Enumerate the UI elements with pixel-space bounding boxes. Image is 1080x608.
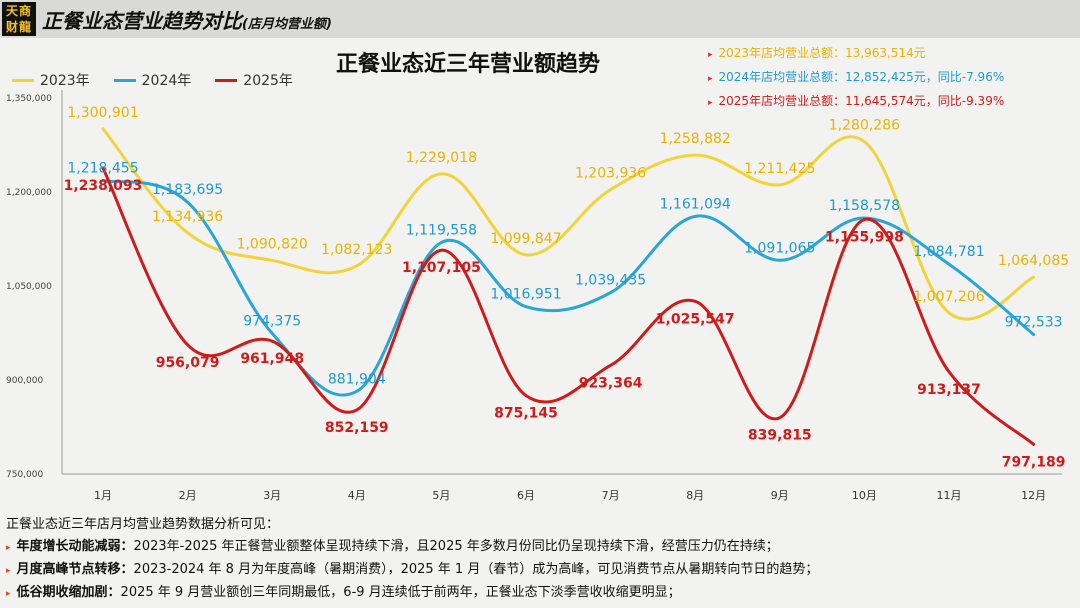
bullet-icon: ▸	[708, 98, 713, 108]
data-label-2024: 1,084,781	[913, 244, 984, 260]
data-label-2025: 1,155,998	[825, 230, 904, 246]
annual-totals: ▸ 2023年店均营业总额：13,963,514元 ▸ 2024年店均营业总额：12…	[708, 42, 1004, 114]
data-label-2023: 1,082,123	[321, 242, 392, 258]
data-label-2024: 1,218,455	[67, 160, 138, 176]
data-label-2024: 1,161,094	[660, 196, 731, 212]
data-label-2023: 1,300,901	[67, 105, 138, 121]
legend-item-2025: 2025年	[215, 70, 293, 90]
data-label-2023: 1,280,286	[829, 118, 900, 134]
bullet-icon: ▸	[708, 74, 713, 84]
data-label-2023: 1,134,936	[152, 209, 223, 225]
x-tick-label: 8月	[686, 489, 704, 502]
y-tick-label: 900,000	[6, 376, 43, 386]
legend-swatch-2025	[215, 78, 238, 82]
x-tick-label: 10月	[852, 489, 877, 502]
data-label-2025: 956,079	[156, 355, 220, 371]
data-label-2024: 1,119,558	[406, 222, 477, 238]
x-tick-label: 7月	[602, 489, 620, 502]
analysis-intro: 正餐业态近三年店月均营业趋势数据分析可见：	[6, 517, 280, 532]
data-label-2024: 974,375	[243, 313, 301, 329]
data-label-2025: 913,137	[917, 382, 981, 398]
y-tick-label: 1,350,000	[6, 94, 52, 104]
data-label-2024: 881,904	[328, 371, 386, 387]
data-label-2023: 1,099,847	[490, 231, 561, 247]
legend-label-2023: 2023年	[40, 73, 90, 89]
data-label-2023: 1,007,206	[913, 289, 984, 305]
page-title: 正餐业态营业趋势对比(店月均营业额)	[42, 9, 332, 33]
legend-label-2025: 2025年	[243, 73, 293, 89]
page-subtitle: (店月均营业额)	[242, 17, 332, 32]
data-label-2025: 1,238,093	[64, 178, 143, 194]
x-tick-label: 6月	[517, 489, 535, 502]
legend-label-2024: 2024年	[141, 73, 192, 89]
total-2023: ▸ 2023年店均营业总额：13,963,514元	[708, 46, 926, 60]
legend-item-2023: 2023年	[12, 70, 90, 90]
data-label-2025: 961,948	[240, 351, 304, 367]
x-tick-label: 5月	[432, 489, 450, 502]
header-bar: 天商 财龍 正餐业态营业趋势对比(店月均营业额)	[0, 0, 1080, 38]
x-tick-label: 4月	[348, 489, 366, 502]
bullet-icon: ▸	[6, 589, 11, 599]
y-tick-label: 1,200,000	[6, 188, 52, 198]
x-tick-label: 11月	[937, 489, 962, 502]
x-tick-label: 12月	[1021, 489, 1046, 502]
analysis-point-1: ▸ 年度增长动能减弱：2023年-2025 年正餐营业额整体呈现持续下滑，且202…	[6, 539, 779, 554]
legend-swatch-2023	[12, 78, 34, 82]
data-label-2023: 1,229,018	[406, 150, 477, 166]
data-label-2025: 875,145	[494, 406, 558, 422]
x-tick-label: 2月	[179, 489, 197, 502]
data-label-2024: 1,158,578	[829, 198, 900, 214]
data-label-2025: 839,815	[748, 428, 812, 444]
bullet-icon: ▸	[6, 543, 11, 553]
line-chart: 750,000 900,000 1,050,000 1,200,000 1,350,00…	[6, 90, 1069, 502]
data-label-2023: 1,211,425	[744, 161, 815, 177]
legend-swatch-2024	[113, 78, 136, 82]
data-label-2025: 923,364	[579, 375, 643, 391]
x-tick-label: 1月	[94, 489, 112, 502]
data-label-2024: 1,183,695	[152, 182, 223, 198]
data-label-2023: 1,203,936	[575, 166, 646, 182]
data-label-2024: 1,039,435	[575, 273, 646, 289]
bullet-icon: ▸	[6, 566, 11, 576]
analysis-notes: 正餐业态近三年店月均营业趋势数据分析可见： ▸ 年度增长动能减弱：2023年-20…	[6, 514, 1074, 605]
x-tick-label: 3月	[263, 489, 281, 502]
data-label-2024: 972,533	[1005, 315, 1063, 331]
brand-logo: 天商 财龍	[2, 2, 36, 36]
data-label-2025: 1,107,105	[402, 260, 481, 276]
chart-title: 正餐业态近三年营业额趋势	[336, 52, 601, 77]
x-tick-label: 9月	[771, 489, 789, 502]
data-label-2024: 1,091,065	[744, 240, 815, 256]
bullet-icon: ▸	[708, 50, 713, 60]
total-2024: ▸ 2024年店均营业总额：12,852,425元，同比-7.96%	[708, 70, 1005, 84]
chart-legend: 2023年 2024年 2025年	[12, 70, 293, 90]
data-label-2023: 1,090,820	[237, 236, 308, 252]
analysis-point-2: ▸ 月度高峰节点转移：2023-2024 年 8 月为年度高峰（暑期消费），202…	[6, 562, 819, 577]
data-label-2025: 852,159	[325, 420, 389, 436]
legend-item-2024: 2024年	[113, 70, 192, 90]
series-line-2025	[101, 166, 1036, 446]
data-label-2024: 1,016,951	[490, 287, 561, 303]
data-label-2023: 1,064,085	[998, 253, 1069, 269]
y-tick-label: 1,050,000	[6, 282, 52, 292]
analysis-point-3: ▸ 低谷期收缩加剧：2025 年 9 月营业额创三年同期最低，6-9 月连续低于前…	[6, 585, 681, 600]
data-label-2023: 1,258,882	[660, 131, 731, 147]
data-label-2025: 1,025,547	[656, 311, 735, 327]
data-label-2025: 797,189	[1002, 454, 1066, 470]
series-line-2023	[101, 127, 1036, 321]
total-2025: ▸ 2025年店均营业总额：11,645,574元，同比-9.39%	[708, 94, 1005, 108]
y-tick-label: 750,000	[6, 470, 43, 480]
